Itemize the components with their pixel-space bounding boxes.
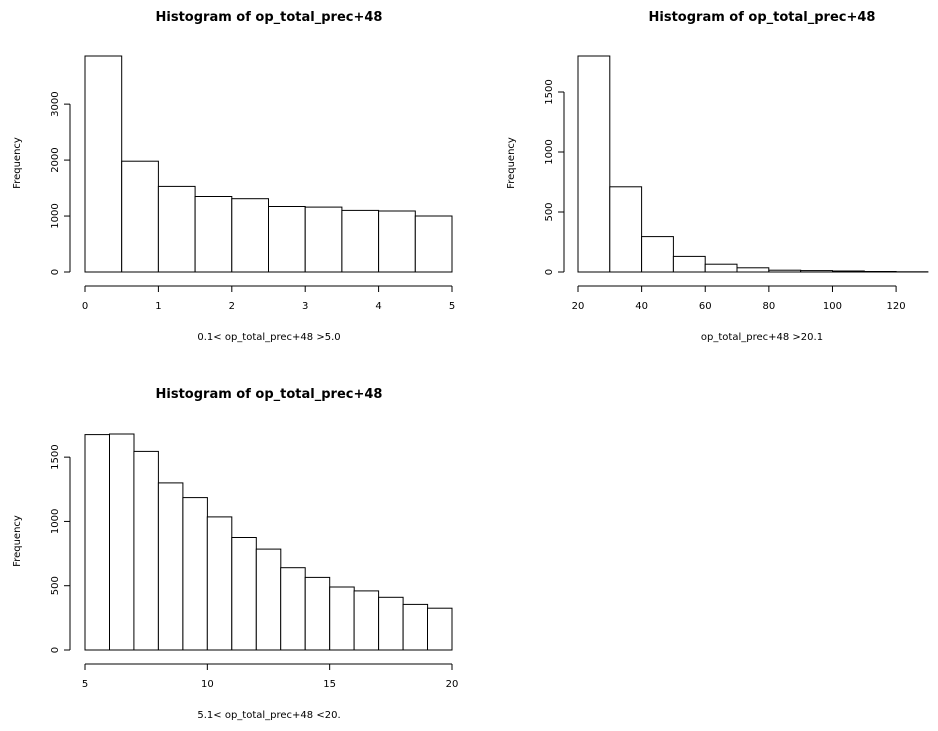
y-tick-label: 2000 xyxy=(50,147,61,172)
x-tick-label: 100 xyxy=(823,301,842,312)
histogram-bar xyxy=(110,434,135,650)
y-tick-label: 0 xyxy=(50,647,61,653)
x-tick-label: 120 xyxy=(887,301,906,312)
histogram-bar xyxy=(158,186,195,272)
x-tick-label: 20 xyxy=(572,301,585,312)
histogram-bar xyxy=(428,608,453,650)
panel-2-ylabel: Frequency xyxy=(506,137,517,189)
histogram-bar xyxy=(183,498,208,650)
panel-hist-0-to-5: Histogram of op_total_prec+48 0.1< op_to… xyxy=(12,10,455,343)
histogram-bar xyxy=(195,197,232,273)
y-tick-label: 0 xyxy=(544,269,555,275)
y-tick-label: 3000 xyxy=(50,91,61,116)
histogram-bar xyxy=(642,237,674,272)
x-tick-label: 60 xyxy=(699,301,712,312)
panel-hist-5-to-20: Histogram of op_total_prec+48 5.1< op_to… xyxy=(12,387,458,721)
histogram-bar xyxy=(305,207,342,272)
histogram-bar xyxy=(134,451,159,650)
panel-3-ylabel: Frequency xyxy=(12,515,23,567)
y-tick-label: 500 xyxy=(50,576,61,595)
x-tick-label: 4 xyxy=(375,301,381,312)
panel-hist-above-20: Histogram of op_total_prec+48 op_total_p… xyxy=(506,10,928,343)
y-tick-label: 1500 xyxy=(50,444,61,469)
x-tick-label: 20 xyxy=(446,679,459,690)
histogram-bar xyxy=(158,483,183,650)
panel-3-xlabel: 5.1< op_total_prec+48 <20. xyxy=(197,710,340,721)
histogram-bar xyxy=(737,268,769,272)
x-tick-label: 0 xyxy=(82,301,88,312)
histogram-bar xyxy=(256,549,281,650)
x-tick-label: 40 xyxy=(635,301,648,312)
panel-1-title: Histogram of op_total_prec+48 xyxy=(156,10,383,25)
histogram-bar xyxy=(269,207,306,273)
y-tick-label: 1000 xyxy=(544,139,555,164)
histogram-bar xyxy=(403,604,428,650)
x-tick-label: 10 xyxy=(201,679,214,690)
histogram-bar xyxy=(85,435,110,650)
x-tick-label: 15 xyxy=(323,679,336,690)
x-tick-label: 1 xyxy=(155,301,161,312)
histogram-bar xyxy=(415,216,452,272)
panel-1-ylabel: Frequency xyxy=(12,137,23,189)
histogram-bar xyxy=(578,56,610,272)
histogram-bar xyxy=(379,597,404,650)
histogram-bar xyxy=(330,587,355,650)
x-tick-label: 5 xyxy=(449,301,455,312)
histogram-bar xyxy=(610,187,642,272)
histogram-bar xyxy=(379,211,416,272)
x-tick-label: 5 xyxy=(82,679,88,690)
histogram-bar xyxy=(342,210,379,272)
histogram-bar xyxy=(864,272,896,273)
histogram-bar xyxy=(769,270,801,272)
histogram-bar xyxy=(207,517,232,650)
histogram-bar xyxy=(801,271,833,272)
histogram-bar xyxy=(281,568,306,650)
histogram-bar xyxy=(232,199,269,272)
panel-3-title: Histogram of op_total_prec+48 xyxy=(156,387,383,402)
x-tick-label: 3 xyxy=(302,301,308,312)
histogram-bar xyxy=(673,256,705,272)
histogram-bar xyxy=(705,264,737,272)
y-tick-label: 0 xyxy=(50,269,61,275)
x-tick-label: 80 xyxy=(762,301,775,312)
histogram-bar xyxy=(232,538,256,651)
y-tick-label: 1000 xyxy=(50,203,61,228)
y-tick-label: 1500 xyxy=(544,79,555,104)
histogram-bar xyxy=(354,591,379,650)
panel-1-xlabel: 0.1< op_total_prec+48 >5.0 xyxy=(197,332,340,343)
histogram-bar xyxy=(833,271,865,272)
panel-2-title: Histogram of op_total_prec+48 xyxy=(649,10,876,25)
x-tick-label: 2 xyxy=(229,301,235,312)
panel-2-xlabel: op_total_prec+48 >20.1 xyxy=(701,332,823,343)
histogram-bar xyxy=(305,577,330,650)
y-tick-label: 500 xyxy=(544,202,555,221)
histogram-bar xyxy=(122,161,159,272)
y-tick-label: 1000 xyxy=(50,509,61,534)
histogram-bar xyxy=(85,56,122,272)
